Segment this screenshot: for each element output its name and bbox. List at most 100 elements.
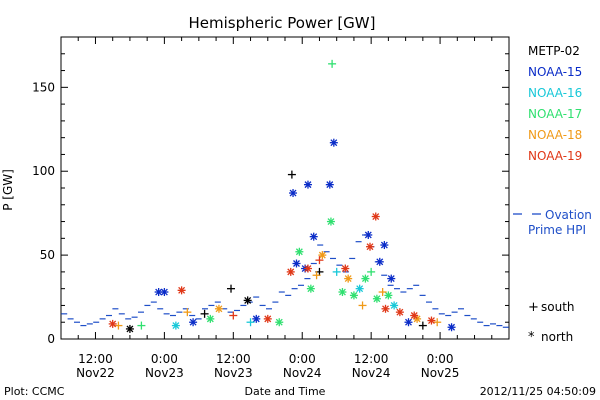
point-stroke <box>252 315 260 323</box>
x-tick-label-time: 12:00 <box>216 352 251 366</box>
x-tick-label-date: Nov22 <box>76 366 115 380</box>
y-tick-label: 50 <box>40 248 55 262</box>
point-stroke <box>178 286 186 294</box>
noaa-16-north-point <box>390 301 399 310</box>
plot-area <box>60 36 510 340</box>
noaa-15-north-point <box>364 230 373 239</box>
point-stroke <box>275 318 283 326</box>
noaa-18-south-point <box>114 321 123 330</box>
noaa-19-north-point <box>410 311 419 320</box>
metp-02-south-point <box>227 284 236 293</box>
noaa-18-south-point <box>433 318 442 327</box>
noaa-19-north-point <box>381 304 390 313</box>
point-stroke <box>341 265 349 272</box>
chart-title: Hemispheric Power [GW] <box>189 14 376 32</box>
x-tick-label-date: Nov25 <box>421 366 460 380</box>
x-tick-label-date: Nov24 <box>352 366 391 380</box>
x-tick-label-time: 0:00 <box>151 352 178 366</box>
point-stroke <box>327 218 335 226</box>
ovation-hpi-series <box>61 234 509 328</box>
noaa-19-north-point <box>366 242 375 251</box>
legend-entry-noaa-18: NOAA-18 <box>528 128 582 142</box>
point-stroke <box>189 318 197 326</box>
noaa-19-south-point <box>315 256 324 265</box>
noaa-16-north-point <box>355 284 364 293</box>
y-tick-label: 0 <box>47 332 55 346</box>
ovation-legend-label: Ovation <box>545 208 592 222</box>
point-stroke <box>413 315 421 323</box>
metp-02-south-point <box>418 321 427 330</box>
noaa-15-north-point <box>189 318 198 327</box>
y-tick-label: 100 <box>32 164 55 178</box>
point-stroke <box>382 305 389 313</box>
point-stroke <box>304 181 312 189</box>
point-stroke <box>344 275 352 283</box>
marker-key-label-north: north <box>541 330 573 344</box>
noaa-19-north-point <box>263 314 272 323</box>
data-points <box>108 59 456 333</box>
marker-key-label-south: south <box>541 300 575 314</box>
axis-ticks <box>60 36 510 340</box>
noaa-15-north-point <box>160 288 169 297</box>
point-stroke <box>372 213 380 220</box>
point-stroke <box>384 291 392 299</box>
point-stroke <box>338 288 346 296</box>
noaa-18-south-point <box>378 288 387 297</box>
legend-entry-noaa-19: NOAA-19 <box>528 149 582 163</box>
x-tick-label-time: 0:00 <box>289 352 316 366</box>
point-stroke <box>304 265 312 272</box>
noaa-17-north-point <box>295 247 304 256</box>
point-stroke <box>361 275 369 283</box>
marker-key: + south * north <box>528 300 575 345</box>
footer-source: Plot: CCMC <box>4 385 65 398</box>
y-tick-label: 150 <box>32 80 55 94</box>
ovation-legend: Ovation Prime HPI <box>513 208 592 237</box>
noaa-16-north-point <box>171 321 180 330</box>
plot-frame <box>60 36 510 340</box>
noaa-17-north-point <box>275 318 284 327</box>
noaa-19-north-point <box>286 267 295 276</box>
point-stroke <box>287 268 295 276</box>
point-stroke <box>289 189 297 197</box>
noaa-19-south-point <box>229 311 238 320</box>
point-stroke <box>155 288 163 296</box>
point-stroke <box>387 275 395 283</box>
noaa-19-north-point <box>108 319 117 328</box>
noaa-16-south-point <box>246 318 255 327</box>
point-stroke <box>307 285 315 293</box>
noaa-17-north-point <box>372 294 381 303</box>
metp-02-north-point <box>243 296 252 305</box>
noaa-19-north-point <box>371 212 380 221</box>
x-tick-label-time: 0:00 <box>427 352 454 366</box>
noaa-15-north-point <box>289 189 298 198</box>
x-tick-label-date: Nov23 <box>214 366 253 380</box>
noaa-16-south-point <box>332 267 341 276</box>
metp-02-north-point <box>125 324 134 333</box>
legend-entry-noaa-16: NOAA-16 <box>528 86 582 100</box>
noaa-19-north-point <box>395 308 404 317</box>
noaa-15-north-point <box>292 259 301 268</box>
point-stroke <box>310 233 318 241</box>
metp-02-south-point <box>200 309 209 318</box>
point-stroke <box>244 296 252 304</box>
noaa-15-north-point <box>375 257 384 266</box>
x-axis-label: Date and Time <box>245 385 326 398</box>
noaa-17-north-point <box>361 274 370 283</box>
point-stroke <box>364 231 372 239</box>
point-stroke <box>160 288 168 296</box>
legend-entry-noaa-15: NOAA-15 <box>528 65 582 79</box>
y-axis-tick-labels: 0 50 100 150 <box>32 80 55 346</box>
noaa-18-south-point <box>312 271 321 280</box>
x-tick-label-date: Nov23 <box>145 366 184 380</box>
point-stroke <box>293 260 300 267</box>
point-stroke <box>376 258 384 266</box>
y-axis-label: P [GW] <box>1 169 15 211</box>
point-stroke <box>448 323 456 331</box>
point-stroke <box>405 318 412 326</box>
noaa-18-south-point <box>358 301 367 310</box>
metp-02-south-point <box>287 170 296 179</box>
legend-entry-metp-02: METP-02 <box>528 44 580 58</box>
point-stroke <box>410 312 418 319</box>
x-tick-label-time: 12:00 <box>354 352 389 366</box>
